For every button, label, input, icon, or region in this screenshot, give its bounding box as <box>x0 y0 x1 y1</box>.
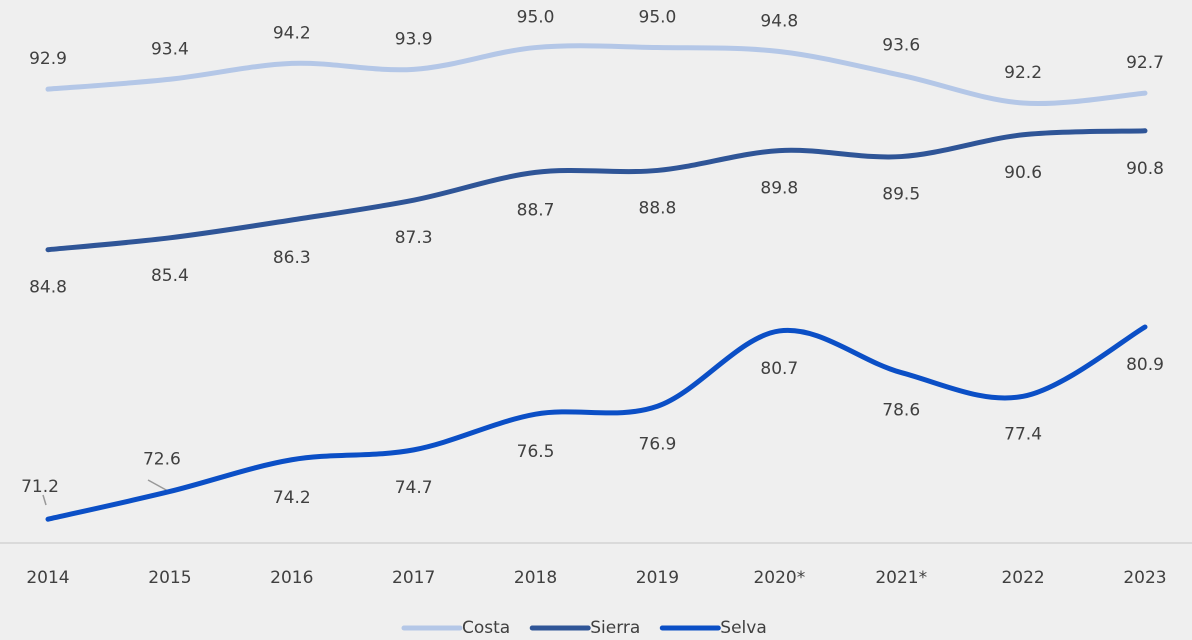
data-label: 88.7 <box>517 200 555 220</box>
data-label: 90.8 <box>1126 159 1164 179</box>
data-label: 74.7 <box>395 478 433 498</box>
leader-line <box>147 479 169 492</box>
data-label: 88.8 <box>639 198 677 218</box>
data-label: 95.0 <box>639 8 677 28</box>
data-label: 77.4 <box>1004 424 1042 444</box>
data-label: 71.2 <box>21 477 59 497</box>
data-label: 80.9 <box>1126 355 1164 375</box>
x-tick-label: 2014 <box>26 568 69 588</box>
line <box>45 324 1148 522</box>
legend-label: Costa <box>462 618 510 638</box>
data-label: 89.8 <box>760 179 798 199</box>
data-label: 86.3 <box>273 248 311 268</box>
legend-label: Selva <box>720 618 766 638</box>
x-tick-label: 2019 <box>636 568 679 588</box>
x-tick-label: 2016 <box>270 568 313 588</box>
x-tick-label: 2021* <box>875 568 927 588</box>
x-tick-label: 2017 <box>392 568 435 588</box>
data-label: 76.5 <box>517 442 555 462</box>
line <box>45 128 1148 253</box>
data-label: 87.3 <box>395 228 433 248</box>
data-label: 92.7 <box>1126 53 1164 73</box>
x-tick-label: 2020* <box>753 568 805 588</box>
x-tick-label: 2018 <box>514 568 557 588</box>
data-label: 85.4 <box>151 266 189 286</box>
data-label: 92.2 <box>1004 63 1042 83</box>
x-tick-label: 2022 <box>1001 568 1044 588</box>
data-label: 90.6 <box>1004 163 1042 183</box>
data-label: 94.8 <box>760 12 798 32</box>
data-label: 84.8 <box>29 278 67 298</box>
x-tick-label: 2023 <box>1123 568 1166 588</box>
data-label: 78.6 <box>882 401 920 421</box>
data-label: 93.6 <box>882 35 920 55</box>
data-label: 94.2 <box>273 23 311 43</box>
line <box>45 43 1148 107</box>
data-label: 72.6 <box>143 449 181 469</box>
data-label: 93.9 <box>395 29 433 49</box>
data-label: 80.7 <box>760 359 798 379</box>
data-label: 95.0 <box>517 8 555 28</box>
leader-line <box>42 494 47 506</box>
x-tick-label: 2015 <box>148 568 191 588</box>
data-label: 76.9 <box>639 434 677 454</box>
data-label: 92.9 <box>29 49 67 69</box>
data-label: 89.5 <box>882 185 920 205</box>
legend-label: Sierra <box>590 618 640 638</box>
data-label: 93.4 <box>151 39 189 59</box>
data-label: 74.2 <box>273 488 311 508</box>
